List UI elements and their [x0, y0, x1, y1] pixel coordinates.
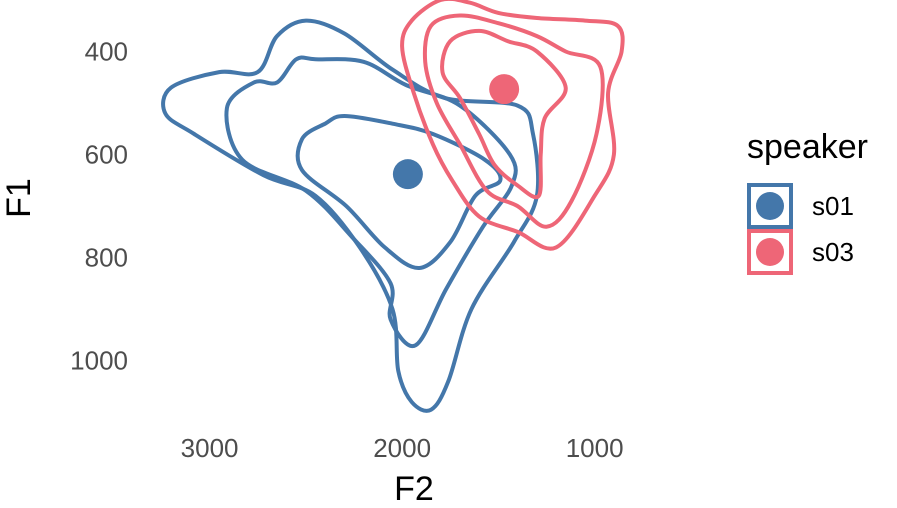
contour-s01-1 [161, 18, 541, 413]
x-axis-title: F2 [394, 470, 434, 508]
series-s01 [161, 18, 541, 413]
y-axis-title: F1 [0, 178, 38, 218]
legend-entry-s03: s03 [747, 229, 854, 275]
legend-label: s03 [812, 237, 854, 267]
contour-s03-2 [422, 13, 605, 229]
legend: speaker s01 s03 [747, 128, 868, 275]
y-tick-label: 400 [85, 37, 128, 67]
contour-s03-3 [440, 28, 568, 200]
x-axis: 3000 2000 1000 [181, 433, 624, 463]
contour-s01-2 [224, 55, 518, 349]
plot-area [161, 0, 625, 413]
legend-label: s01 [812, 191, 854, 221]
mean-point-s03 [489, 74, 520, 105]
series-s03 [400, 0, 625, 251]
y-tick-label: 600 [85, 140, 128, 170]
x-tick-label: 2000 [373, 433, 431, 463]
contour-s01-3 [295, 114, 503, 270]
x-tick-label: 1000 [566, 433, 624, 463]
y-tick-label: 800 [85, 243, 128, 273]
mean-point-s01 [392, 159, 423, 190]
y-tick-label: 1000 [70, 346, 128, 376]
y-axis: 400 600 800 1000 [70, 37, 128, 376]
legend-entry-s01: s01 [747, 183, 854, 229]
x-tick-label: 3000 [181, 433, 239, 463]
legend-title: speaker [747, 128, 868, 166]
legend-key-dot [756, 238, 784, 266]
contour-s03-1 [400, 0, 625, 251]
legend-key-dot [756, 192, 784, 220]
